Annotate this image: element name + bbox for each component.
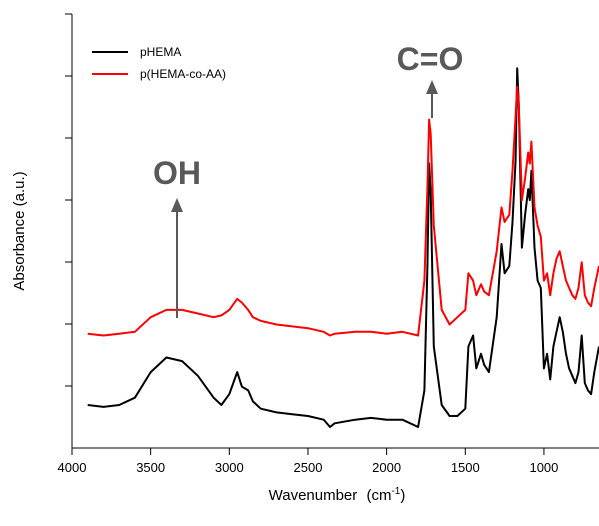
annotation-co-label: C=O (397, 41, 464, 77)
x-tick-label: 3500 (136, 460, 165, 475)
annotation-oh: OH (153, 155, 201, 318)
x-tick-label: 2500 (294, 460, 323, 475)
x-tick-label: 1500 (451, 460, 480, 475)
x-axis-title-unit: (cm (366, 487, 391, 504)
x-tick-label: 4000 (58, 460, 87, 475)
x-tick-label: 1000 (529, 460, 558, 475)
x-axis-title: Wavenumber (cm-1) (269, 486, 406, 504)
x-axis-title-unit-sup: -1 (391, 486, 400, 497)
y-axis-ticks (65, 13, 72, 387)
annotation-co: C=O (397, 41, 464, 118)
annotation-oh-label: OH (153, 155, 201, 191)
x-axis-title-name: Wavenumber (269, 487, 358, 504)
x-axis-tick-labels: 4000 3500 3000 2500 2000 1500 1000 (58, 460, 559, 475)
legend-label-phema-co-aa: p(HEMA-co-AA) (140, 67, 226, 81)
series-line-phema (87, 67, 599, 428)
x-tick-label: 3000 (215, 460, 244, 475)
legend-label-phema: pHEMA (140, 45, 181, 59)
x-tick-label: 2000 (372, 460, 401, 475)
series-layer (87, 67, 599, 428)
series-line-p-hema-co-aa (87, 85, 599, 337)
x-axis-title-unit-close: ) (400, 487, 405, 504)
legend: pHEMA p(HEMA-co-AA) (92, 45, 226, 81)
arrow-up-icon (426, 80, 438, 94)
y-axis-title: Absorbance (a.u.) (11, 171, 28, 290)
arrow-up-icon (171, 198, 183, 212)
x-axis-ticks (71, 448, 545, 455)
